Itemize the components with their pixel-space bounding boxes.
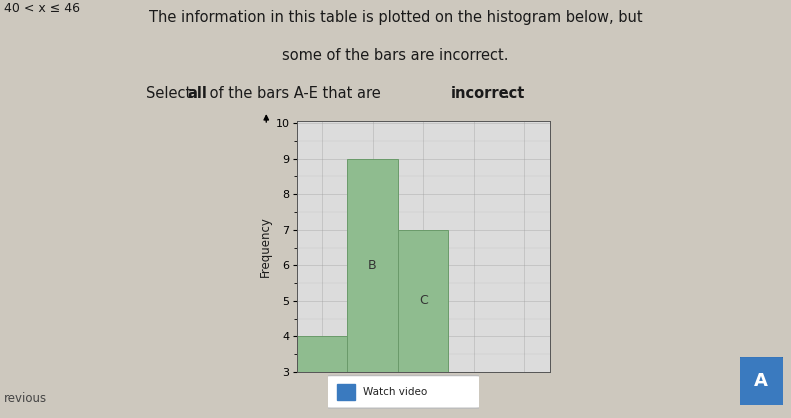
Bar [297,336,347,418]
Bar [448,372,499,418]
Text: incorrect: incorrect [451,86,525,101]
Bar [398,230,448,418]
Text: all: all [187,86,207,101]
Text: A: A [755,372,768,390]
FancyBboxPatch shape [325,375,482,408]
Bar [347,158,398,418]
FancyBboxPatch shape [739,357,784,406]
Text: some of the bars are incorrect.: some of the bars are incorrect. [282,48,509,63]
Text: Select: Select [146,86,196,101]
Text: Watch video: Watch video [363,387,427,397]
Text: .: . [505,86,509,101]
Bar [337,384,355,400]
Text: 40 < x ≤ 46: 40 < x ≤ 46 [4,2,80,15]
Text: C: C [418,294,428,307]
Text: of the bars A-E that are: of the bars A-E that are [205,86,385,101]
Text: revious: revious [4,393,47,405]
Text: The information in this table is plotted on the histogram below, but: The information in this table is plotted… [149,10,642,25]
Bar [499,372,550,418]
Text: B: B [369,259,377,272]
Y-axis label: Frequency: Frequency [259,216,271,277]
